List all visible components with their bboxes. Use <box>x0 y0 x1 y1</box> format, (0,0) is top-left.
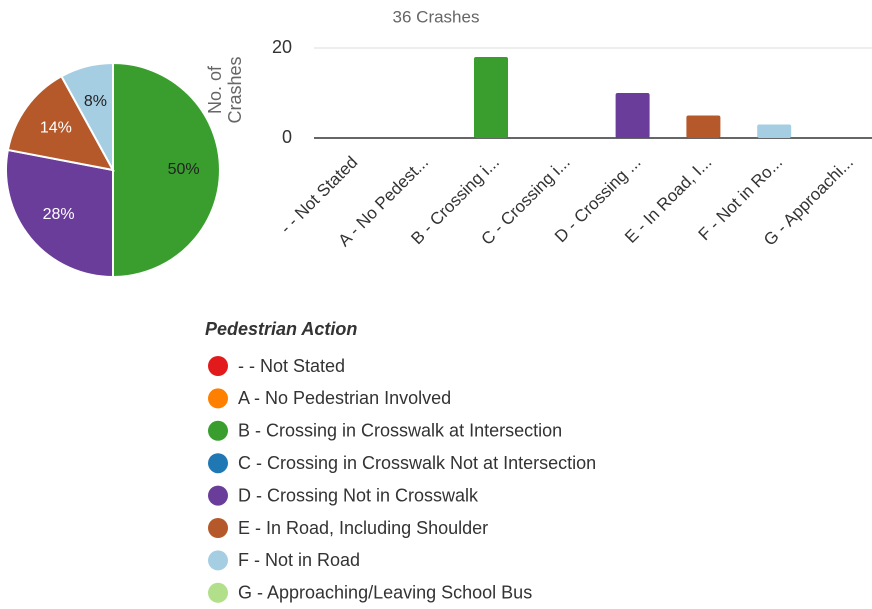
legend-swatch <box>208 420 228 441</box>
bar-title: 36 Crashes <box>393 7 480 26</box>
legend-swatch <box>208 550 228 571</box>
legend-swatch <box>208 388 228 409</box>
legend-label: - - Not Stated <box>238 356 345 376</box>
slice-label: 14% <box>40 120 72 137</box>
bar <box>686 115 721 138</box>
y-tick-label: 0 <box>282 127 292 147</box>
legend-swatch <box>208 453 228 474</box>
bar <box>615 93 650 138</box>
legend-swatch <box>208 582 228 603</box>
legend-swatch <box>208 518 228 538</box>
legend-label: D - Crossing Not in Crosswalk <box>238 485 479 505</box>
bar <box>474 57 508 138</box>
legend-label: C - Crossing in Crosswalk Not at Interse… <box>238 453 596 473</box>
legend-title: Pedestrian Action <box>205 319 357 339</box>
legend-label: B - Crossing in Crosswalk at Intersectio… <box>238 421 562 441</box>
pie-slice <box>60 61 114 171</box>
legend-swatch <box>208 356 228 376</box>
pie-slice <box>5 148 114 279</box>
slice-label: 50% <box>168 161 200 178</box>
slice-label: 8% <box>84 93 107 110</box>
pie-slice <box>6 74 115 172</box>
legend-label: F - Not in Road <box>238 550 360 570</box>
slice-label: 28% <box>43 206 75 223</box>
y-tick-label: 20 <box>272 37 292 57</box>
legend-label: A - No Pedestrian Involved <box>238 388 451 408</box>
legend-swatch <box>208 485 228 506</box>
bar <box>757 124 792 138</box>
y-axis-label: No. of Crashes <box>205 56 245 124</box>
legend-label: E - In Road, Including Shoulder <box>238 518 488 538</box>
legend-label: G - Approaching/Leaving School Bus <box>238 583 532 603</box>
pie-slice <box>112 61 221 279</box>
